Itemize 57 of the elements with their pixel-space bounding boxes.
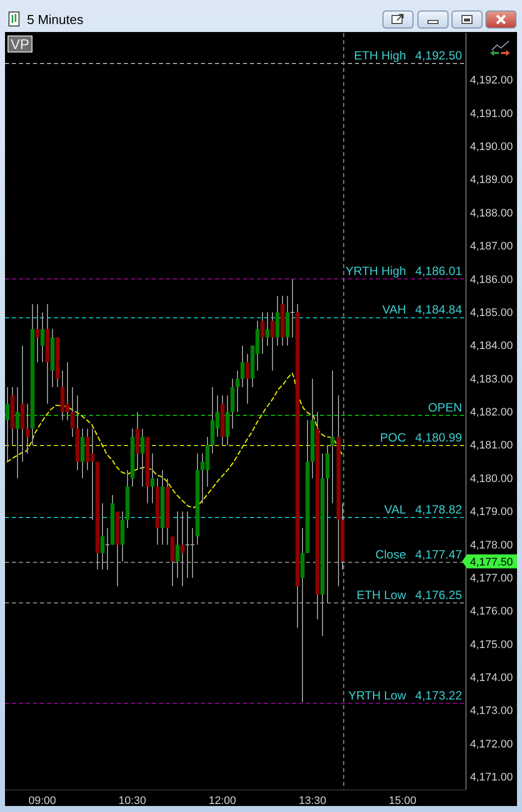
chart-title: 5 Minutes [27,12,84,27]
ref-line-label: YRTH Low 4,173.22 [348,688,462,702]
y-tick-label: 4,184.00 [470,340,513,352]
candlestick [70,386,74,438]
candlestick [36,304,40,363]
candlestick [290,278,294,338]
ref-line-label: YRTH High 4,186.01 [346,264,462,278]
x-tick-label: 15:00 [388,794,416,807]
y-tick-label: 4,178.00 [470,539,513,552]
candlestick [246,353,250,404]
y-tick-label: 4,176.00 [470,606,513,618]
candlestick [16,386,20,479]
y-tick-label: 4,172.00 [470,738,513,750]
y-tick-label: 4,192.00 [470,74,513,87]
ref-line-label: VAL 4,178.82 [384,502,462,517]
ref-line-label: ETH High 4,192.50 [354,48,462,63]
candlestick [150,452,154,504]
x-tick-label: 12:00 [208,794,236,807]
y-tick-label: 4,179.00 [470,506,513,518]
y-tick-label: 4,182.00 [470,406,513,419]
annotation: VP [10,36,30,52]
text: 4,177.50 [470,556,513,568]
x-tick-label: 13:30 [298,794,326,807]
candlestick [330,370,334,504]
candlestick [140,428,144,488]
y-tick-label: 4,188.00 [470,207,513,220]
y-tick-label: 4,180.00 [470,472,513,485]
ref-line-label: OPEN [428,400,462,414]
y-tick-label: 4,189.00 [470,174,513,186]
x-tick-label: 10:30 [118,794,146,807]
candlestick [176,511,180,578]
candlestick [26,403,30,454]
y-tick-label: 4,181.00 [470,440,513,452]
y-tick-label: 4,171.00 [470,772,513,784]
y-tick-label: 4,187.00 [470,240,513,253]
x-tick-label: 09:00 [28,794,56,807]
ref-line-label: VAH 4,184.84 [382,302,462,317]
y-tick-label: 4,174.00 [470,672,513,684]
candlestick [6,386,10,462]
ref-line-label: POC 4,180.99 [380,430,462,445]
ref-line-label: Close 4,177.47 [375,547,462,562]
y-tick-label: 4,186.00 [470,274,513,286]
candlestick [240,345,244,388]
y-tick-label: 4,185.00 [470,306,513,319]
y-tick-label: 4,183.00 [470,373,513,386]
ref-line-label: ETH Low 4,176.25 [356,588,462,602]
candlestick [260,312,264,354]
y-tick-label: 4,191.00 [470,108,513,120]
candlestick [106,528,110,570]
candlestick [40,312,44,363]
y-tick-label: 4,190.00 [470,141,513,154]
y-tick-label: 4,173.00 [470,705,513,718]
candlestick [236,370,240,412]
y-tick-label: 4,177.00 [470,572,513,584]
candlestick [270,312,274,372]
y-tick-label: 4,175.00 [470,638,513,651]
candlestick [266,312,270,346]
